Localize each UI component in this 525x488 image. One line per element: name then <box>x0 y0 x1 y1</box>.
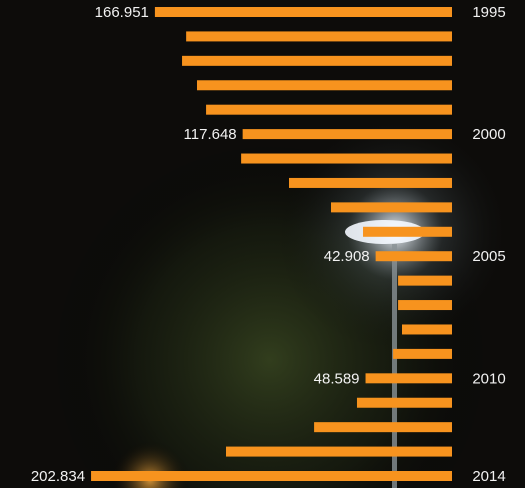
bar <box>365 373 452 384</box>
value-label: 166.951 <box>95 4 149 21</box>
category-label: 1995 <box>472 4 505 21</box>
bar <box>288 177 452 188</box>
category-label: 2000 <box>472 126 505 143</box>
value-label: 117.648 <box>184 126 237 143</box>
bar <box>91 471 453 481</box>
bar <box>206 104 452 115</box>
bar <box>241 153 452 164</box>
bar <box>154 7 452 17</box>
bar <box>401 324 452 335</box>
value-label: 202.834 <box>31 468 85 485</box>
bar <box>363 226 452 237</box>
bar <box>375 251 452 262</box>
value-label: 48.589 <box>314 370 360 387</box>
bar <box>330 202 452 213</box>
value-label: 42.908 <box>324 248 370 265</box>
bar <box>226 446 452 457</box>
bar <box>182 55 453 66</box>
bar <box>393 348 452 359</box>
bar <box>398 300 452 311</box>
category-label: 2014 <box>472 468 505 485</box>
category-label: 2005 <box>472 248 505 265</box>
pole <box>392 244 397 488</box>
bar <box>242 129 452 140</box>
category-label: 2010 <box>472 370 505 387</box>
bar <box>398 275 452 286</box>
bar <box>186 31 452 42</box>
bar <box>356 397 452 408</box>
bar <box>314 422 452 433</box>
bar <box>196 80 452 91</box>
